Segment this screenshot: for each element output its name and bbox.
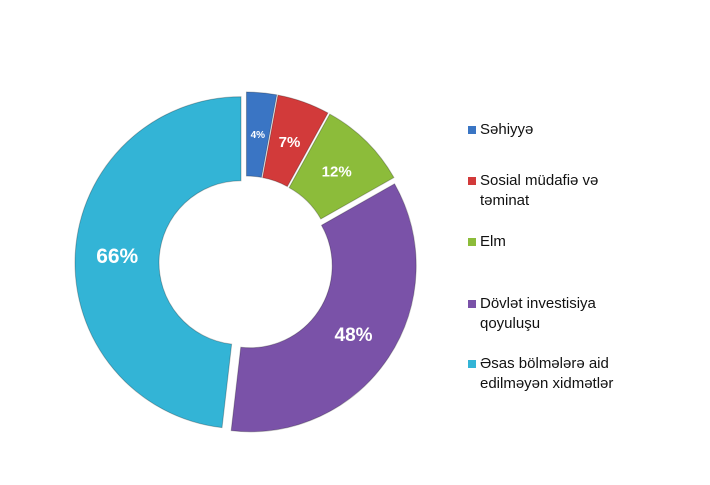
slice-4	[74, 96, 242, 429]
legend-label: Sosial müdafiə və təminat	[480, 172, 599, 209]
data-label: 4%	[251, 130, 266, 141]
legend-item: Əsas bölmələrə aid edilməyən xidmətlər	[468, 354, 658, 394]
legend-swatch	[468, 238, 476, 246]
legend-swatch	[468, 126, 476, 134]
data-label: 12%	[322, 164, 352, 181]
legend-item: Sosial müdafiə və təminat	[468, 171, 628, 211]
data-label: 48%	[335, 325, 373, 346]
data-label: 66%	[96, 245, 138, 268]
slice-3	[230, 183, 417, 433]
legend-label: Elm	[480, 233, 506, 250]
legend-swatch	[468, 177, 476, 185]
slice-1	[262, 94, 329, 188]
slice-0	[245, 91, 278, 178]
legend-label: Dövlət investisiya qoyuluşu	[480, 295, 596, 332]
legend-label: Səhiyyə	[480, 121, 534, 138]
legend-item: Elm	[468, 232, 506, 252]
legend-item: Səhiyyə	[468, 120, 533, 140]
legend-label: Əsas bölmələrə aid edilməyən xidmətlər	[480, 355, 614, 392]
legend-item: Dövlət investisiya qoyuluşu	[468, 294, 628, 334]
slice-2	[288, 113, 395, 220]
legend-swatch	[468, 360, 476, 368]
data-label: 7%	[279, 134, 301, 151]
legend-swatch	[468, 300, 476, 308]
